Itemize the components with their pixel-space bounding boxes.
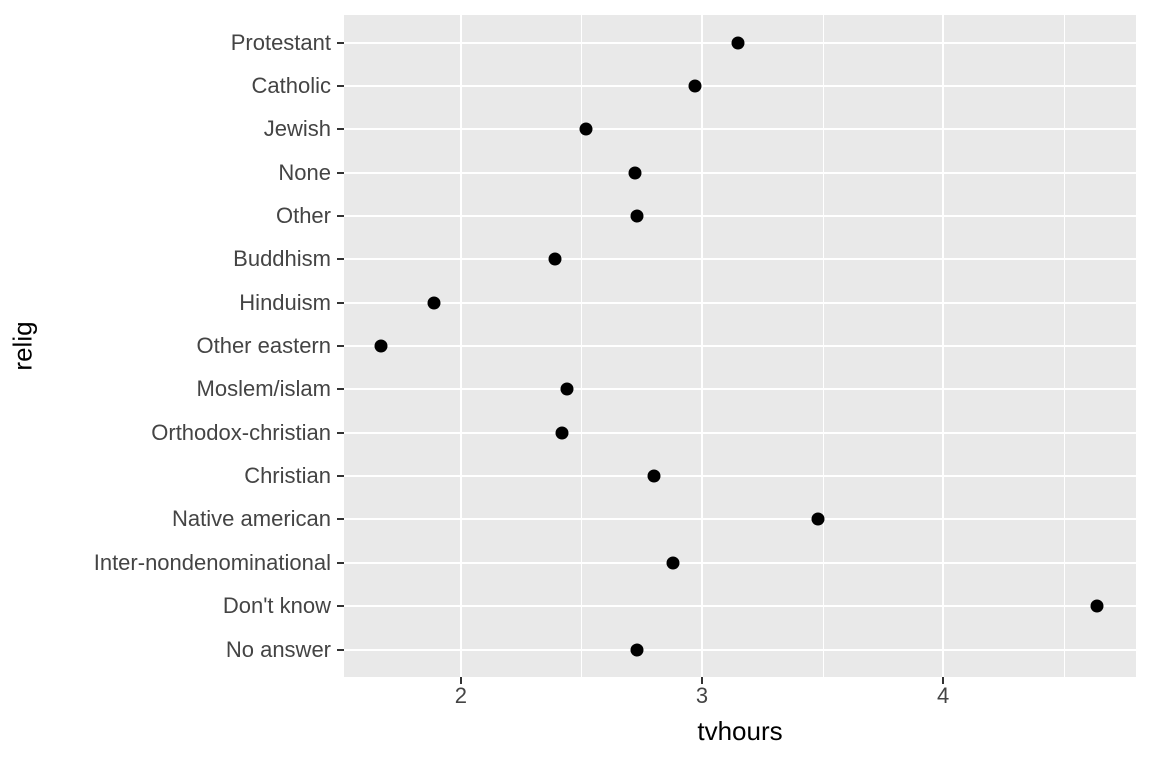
y-tick-mark: [337, 214, 344, 217]
y-tick-mark: [337, 345, 344, 347]
y-major-gridline: [344, 605, 1136, 608]
y-tick-label: Inter-nondenominational: [93, 549, 331, 575]
y-tick-mark: [337, 518, 344, 521]
x-tick-label: 3: [695, 683, 709, 708]
y-tick-label: Moslem/islam: [196, 376, 331, 402]
y-tick-mark: [337, 431, 344, 434]
y-tick-label: Orthodox-christian: [151, 419, 331, 445]
data-point: [548, 252, 562, 266]
y-major-gridline: [344, 518, 1136, 521]
data-point: [666, 556, 680, 570]
data-point: [560, 382, 574, 396]
y-tick-mark: [337, 128, 344, 131]
data-point: [374, 339, 388, 353]
y-major-gridline: [344, 128, 1136, 131]
y-tick-mark: [337, 388, 344, 391]
data-point: [579, 122, 593, 136]
y-major-gridline: [344, 648, 1136, 651]
y-tick-label: Buddhism: [233, 246, 331, 272]
y-tick-mark: [337, 475, 344, 478]
data-point: [731, 36, 745, 49]
y-tick-mark: [337, 648, 344, 651]
y-major-gridline: [344, 388, 1136, 391]
x-tick-mark: [459, 677, 462, 684]
y-tick-mark: [337, 171, 344, 174]
x-tick-mark: [942, 677, 945, 684]
data-point: [628, 166, 642, 180]
data-point: [811, 512, 825, 526]
y-major-gridline: [344, 84, 1136, 87]
y-tick-label: Don't know: [222, 593, 331, 619]
y-tick-mark: [337, 41, 344, 44]
y-tick-label: Christian: [244, 463, 331, 489]
x-tick-mark: [701, 677, 704, 684]
y-tick-label: Protestant: [230, 29, 331, 55]
data-point: [630, 209, 644, 223]
y-tick-mark: [337, 258, 344, 261]
y-tick-mark: [337, 561, 344, 564]
y-major-gridline: [344, 345, 1136, 347]
y-tick-mark: [337, 605, 344, 608]
y-tick-label: Other: [275, 202, 331, 228]
x-tick-label: 4: [936, 683, 950, 708]
data-point: [688, 79, 702, 93]
y-major-gridline: [344, 475, 1136, 478]
y-tick-label: Catholic: [251, 72, 331, 98]
y-major-gridline: [344, 214, 1136, 217]
x-axis-title: tvhours: [697, 716, 783, 746]
y-major-gridline: [344, 561, 1136, 564]
y-major-gridline: [344, 258, 1136, 261]
data-point: [647, 469, 661, 483]
y-major-gridline: [344, 171, 1136, 174]
plot-panel: [344, 15, 1136, 677]
data-point: [555, 426, 569, 440]
y-tick-mark: [337, 301, 344, 304]
y-tick-label: Jewish: [263, 116, 331, 142]
y-major-gridline: [344, 431, 1136, 434]
y-tick-label: None: [278, 159, 331, 185]
y-tick-label: Native american: [172, 506, 331, 532]
y-tick-label: No answer: [225, 636, 331, 662]
y-major-gridline: [344, 301, 1136, 304]
data-point: [630, 643, 644, 656]
y-tick-mark: [337, 84, 344, 87]
x-tick-label: 2: [454, 683, 468, 708]
y-tick-label: Hinduism: [239, 289, 331, 315]
data-point: [427, 296, 441, 310]
y-tick-label: Other eastern: [196, 333, 331, 358]
data-point: [1090, 599, 1104, 613]
